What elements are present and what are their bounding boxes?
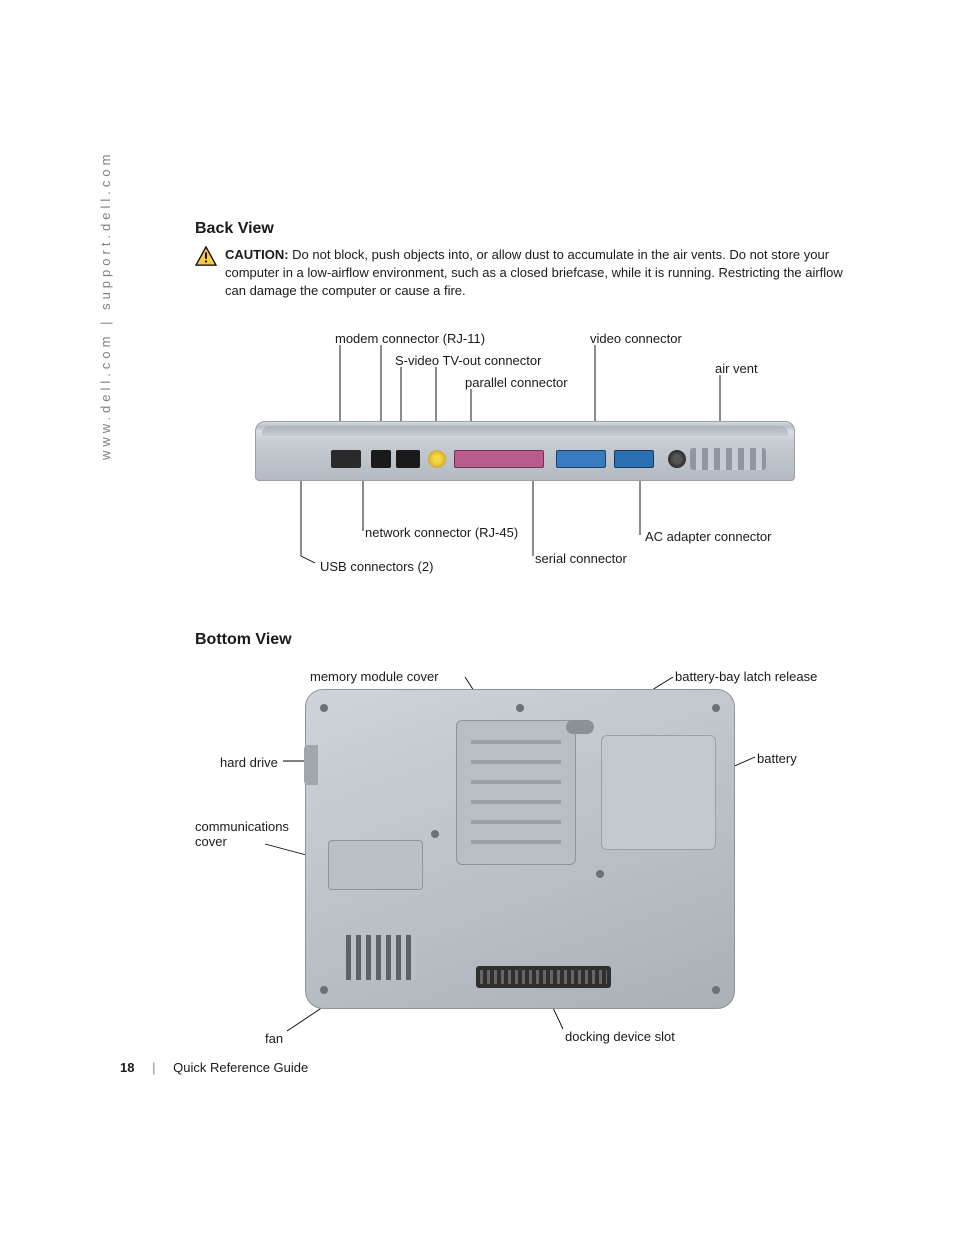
ac-port-icon [668, 450, 686, 468]
rj11-port-icon [371, 450, 391, 468]
battery-icon [601, 735, 716, 850]
usb-port-icon [331, 450, 361, 468]
laptop-bottom-graphic [305, 689, 735, 1009]
heading-back-view: Back View [195, 220, 855, 238]
screw-icon [712, 986, 720, 994]
hard-drive-icon [304, 745, 318, 785]
laptop-back-graphic [255, 421, 795, 481]
caution-text: CAUTION: Do not block, push objects into… [225, 246, 855, 301]
bottom-view-diagram: memory module cover battery-bay latch re… [205, 669, 845, 1059]
screw-icon [320, 986, 328, 994]
sidebar-url: www.dell.com | support.dell.com [98, 151, 113, 460]
screw-icon [516, 704, 524, 712]
page-footer: 18 | Quick Reference Guide [120, 1060, 308, 1075]
svideo-port-icon [428, 450, 446, 468]
serial-port-icon [556, 450, 606, 468]
footer-title: Quick Reference Guide [173, 1060, 308, 1075]
caution-block: CAUTION: Do not block, push objects into… [195, 246, 855, 301]
parallel-port-icon [454, 450, 544, 468]
page-number: 18 [120, 1060, 134, 1075]
battery-latch-icon [566, 720, 594, 734]
heading-bottom-view: Bottom View [195, 631, 855, 649]
caution-lead: CAUTION: [225, 247, 289, 262]
comm-cover-icon [328, 840, 423, 890]
screw-icon [431, 830, 439, 838]
caution-body: Do not block, push objects into, or allo… [225, 247, 843, 298]
screw-icon [712, 704, 720, 712]
back-view-diagram: modem connector (RJ-11) S-video TV-out c… [205, 331, 845, 601]
memory-vents-icon [471, 740, 561, 850]
screw-icon [596, 870, 604, 878]
caution-triangle-icon [195, 246, 217, 266]
rj45-port-icon [396, 450, 420, 468]
bottom-section: Bottom View memory module cover battery-… [195, 631, 855, 1059]
page-content: Back View CAUTION: Do not block, push ob… [195, 220, 855, 1059]
video-port-icon [614, 450, 654, 468]
dock-slot-icon [476, 966, 611, 988]
screw-icon [320, 704, 328, 712]
footer-separator: | [152, 1060, 155, 1075]
fan-grille-icon [346, 935, 416, 980]
air-vent-icon [690, 448, 766, 470]
